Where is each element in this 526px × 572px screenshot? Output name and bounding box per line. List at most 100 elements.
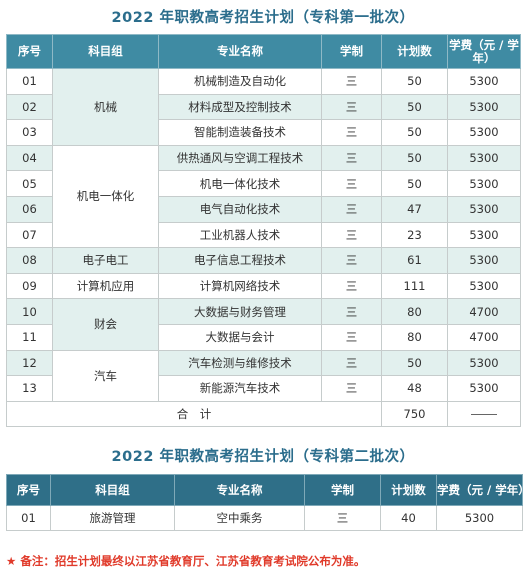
cell-years: 三 <box>321 195 382 223</box>
cell-years: 三 <box>321 93 382 121</box>
cell-years: 三 <box>321 349 382 377</box>
cell-fee: 5300 <box>447 68 521 95</box>
cell-plan: 50 <box>381 93 448 121</box>
cell-plan: 23 <box>381 221 448 249</box>
table-row: 10 财会 大数据与财务管理三 80 4700 <box>6 298 521 351</box>
total-row: 合 计 750 <box>6 400 521 428</box>
col-header-major: 专业名称 <box>174 474 305 506</box>
table2-title: 2022 年职教高考招生计划（专科第二批次） <box>111 449 415 465</box>
col-header-years: 学制 <box>304 474 381 506</box>
table-header-row: 序号 科目组 专业名称 学制 计划数 学费（元 / 学年） <box>6 34 521 69</box>
cell-no: 10 <box>6 298 53 325</box>
cell-major: 电子信息工程技术 <box>158 247 322 274</box>
cell-years: 三 <box>321 247 382 274</box>
cell-plan: 50 <box>381 170 448 197</box>
cell-years: 三 <box>321 170 382 197</box>
cell-plan: 80 <box>381 323 448 351</box>
cell-years: 三 <box>304 505 381 531</box>
cell-group: 旅游管理 <box>50 505 175 531</box>
col-header-major: 专业名称 <box>158 34 322 69</box>
cell-fee: 5300 <box>447 170 521 197</box>
cell-major: 大数据与财务管理 <box>158 298 322 325</box>
cell-years: 三 <box>321 144 382 172</box>
table-row: 05 机电一体化技术三 50 5300 <box>6 170 521 197</box>
cell-no: 05 <box>6 170 53 197</box>
table-row: 11 大数据与会计三 80 4700 <box>6 323 521 351</box>
cell-fee: 5300 <box>447 349 521 377</box>
cell-plan: 47 <box>381 195 448 223</box>
cell-major: 电气自动化技术 <box>158 195 322 223</box>
col-header-years: 学制 <box>321 34 382 69</box>
cell-fee: 4700 <box>447 323 521 351</box>
table-row: 04 机电一体化 供热通风与空调工程技术三 50 5300 <box>6 144 521 249</box>
cell-fee: 5300 <box>447 144 521 172</box>
cell-group: 电子电工 <box>52 247 159 274</box>
cell-fee: 5300 <box>447 221 521 249</box>
col-header-group: 科目组 <box>50 474 175 506</box>
cell-major: 机电一体化技术 <box>158 170 322 197</box>
col-header-no: 序号 <box>6 34 53 69</box>
table-row: 09 计算机应用 计算机网络技术三 111 5300 <box>6 272 521 300</box>
table-row: 08 电子电工 电子信息工程技术三 61 5300 <box>6 247 521 274</box>
cell-fee: 5300 <box>447 195 521 223</box>
cell-fee: 5300 <box>447 247 521 274</box>
table-row: 12 汽车 汽车检测与维修技术三 50 5300 <box>6 349 521 402</box>
plan-table-batch1: 序号 科目组 专业名称 学制 计划数 学费（元 / 学年） 01 机械 机械制造及自… <box>6 34 521 428</box>
table-row: 01 机械 机械制造及自动化三 50 5300 <box>6 68 521 146</box>
cell-plan: 111 <box>381 272 448 300</box>
cell-major: 材料成型及控制技术 <box>158 93 322 121</box>
cell-plan: 61 <box>381 247 448 274</box>
cell-major: 供热通风与空调工程技术 <box>158 144 322 172</box>
cell-years: 三 <box>321 375 382 402</box>
cell-group: 财会 <box>52 298 159 351</box>
total-plan: 750 <box>381 400 448 428</box>
cell-plan: 50 <box>381 349 448 377</box>
table-row: 07 工业机器人技术三 23 5300 <box>6 221 521 249</box>
col-header-plan: 计划数 <box>380 474 437 506</box>
cell-years: 三 <box>321 272 382 300</box>
cell-years: 三 <box>321 119 382 146</box>
footnote-text: 备注：招生计划最终以江苏省教育厅、江苏省教育考试院公布为准。 <box>20 554 366 568</box>
col-header-fee: 学费（元 / 学年） <box>436 474 523 506</box>
cell-fee: 5300 <box>447 93 521 121</box>
cell-major: 机械制造及自动化 <box>158 68 322 95</box>
cell-plan: 48 <box>381 375 448 402</box>
col-header-group: 科目组 <box>52 34 159 69</box>
cell-fee: 5300 <box>447 375 521 402</box>
cell-years: 三 <box>321 68 382 95</box>
total-label: 合 计 <box>6 400 382 428</box>
cell-major: 汽车检测与维修技术 <box>158 349 322 377</box>
cell-plan: 50 <box>381 68 448 95</box>
col-header-fee: 学费（元 / 学年） <box>447 34 521 69</box>
cell-no: 09 <box>6 272 53 300</box>
cell-group: 汽车 <box>52 349 159 402</box>
cell-no: 06 <box>6 195 53 223</box>
total-fee <box>447 400 521 428</box>
cell-fee: 5300 <box>447 272 521 300</box>
cell-fee: 5300 <box>436 505 523 531</box>
cell-no: 08 <box>6 247 53 274</box>
cell-plan: 80 <box>381 298 448 325</box>
cell-group: 计算机应用 <box>52 272 159 300</box>
plan-table-batch2: 序号 科目组 专业名称 学制 计划数 学费（元 / 学年） 01 旅游管理 空中乘务… <box>6 474 523 531</box>
cell-group: 机械 <box>52 68 159 146</box>
cell-no: 12 <box>6 349 53 377</box>
table-row: 02 材料成型及控制技术三 50 5300 <box>6 93 521 121</box>
cell-no: 01 <box>6 68 53 95</box>
dash-line <box>471 414 497 416</box>
cell-plan: 50 <box>381 144 448 172</box>
table-row: 01 旅游管理 空中乘务三 40 5300 <box>6 505 523 531</box>
cell-years: 三 <box>321 298 382 325</box>
cell-major: 工业机器人技术 <box>158 221 322 249</box>
cell-major: 空中乘务 <box>174 505 305 531</box>
cell-years: 三 <box>321 221 382 249</box>
cell-fee: 4700 <box>447 298 521 325</box>
cell-major: 智能制造装备技术 <box>158 119 322 146</box>
col-header-plan: 计划数 <box>381 34 448 69</box>
cell-no: 04 <box>6 144 53 172</box>
footnote: ★ 备注：招生计划最终以江苏省教育厅、江苏省教育考试院公布为准。 <box>6 553 365 569</box>
star-icon: ★ <box>6 554 17 568</box>
cell-no: 01 <box>6 505 51 531</box>
cell-no: 02 <box>6 93 53 121</box>
cell-plan: 50 <box>381 119 448 146</box>
